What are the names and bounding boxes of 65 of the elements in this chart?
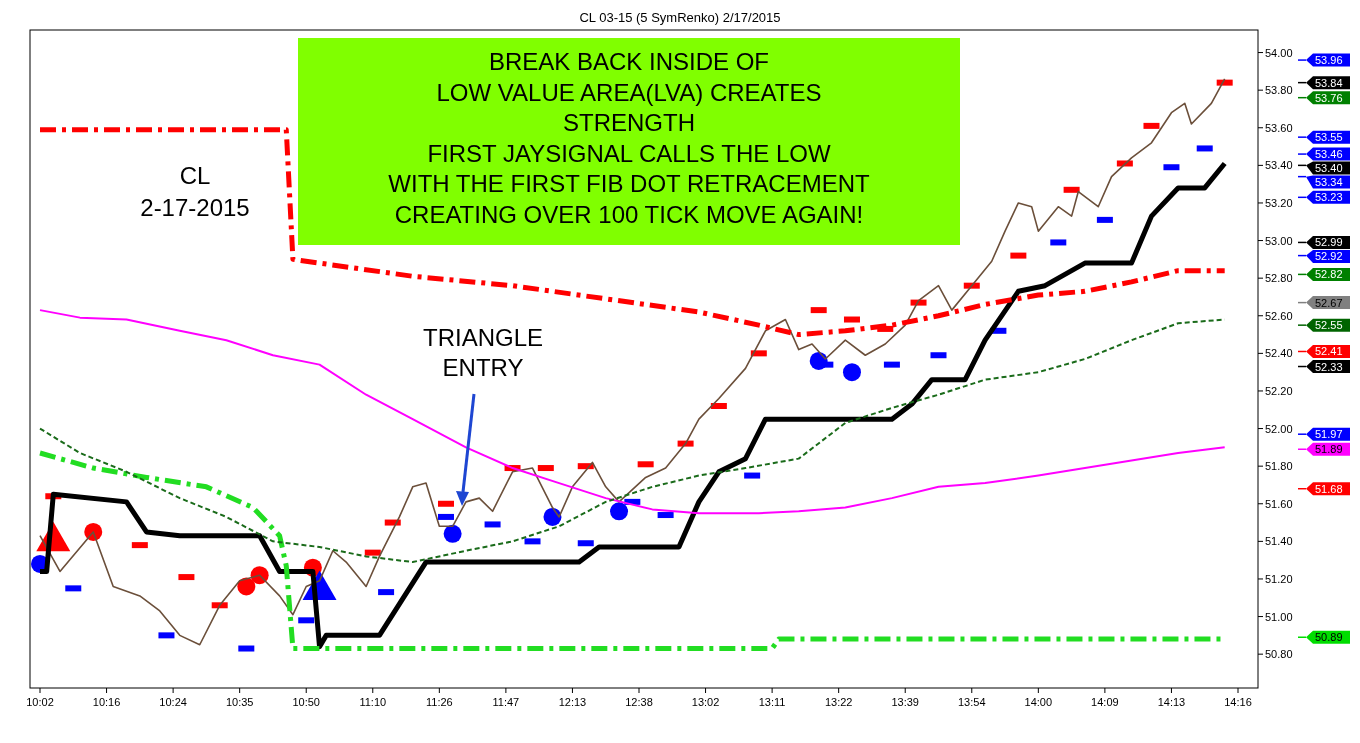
x-tick-label: 13:22 [824, 696, 853, 708]
x-tick-label: 14:13 [1157, 696, 1186, 708]
ref-line-label: 52.41 [1315, 345, 1343, 358]
ref-line-label: 53.34 [1315, 176, 1343, 189]
x-tick-label: 11:26 [425, 696, 453, 708]
x-tick-label: 10:16 [92, 696, 121, 708]
y-tick-label: 53.20 [1265, 196, 1293, 209]
y-tick-label: 51.00 [1265, 610, 1293, 623]
point [610, 502, 629, 521]
y-tick-label: 52.60 [1265, 309, 1293, 322]
y-tick-label: 51.20 [1265, 572, 1293, 585]
ref-line-label: 53.55 [1315, 131, 1343, 144]
x-tick-label: 14:09 [1091, 696, 1119, 708]
annotation: BREAK BACK INSIDE OF LOW VALUE AREA(LVA) CREATES STRENGTH FIRST JAYSIGNAL CALLS THE LOW WITH THE FIRST FIB DOT RETRACEMENT CREATING OVER 100 TICK MOVE AGAIN! [388, 48, 871, 228]
x-tick-label: 11:10 [359, 696, 387, 708]
y-tick-label: 51.40 [1265, 535, 1293, 548]
x-tick-label: 13:11 [758, 696, 786, 708]
y-tick-label: 50.80 [1265, 648, 1293, 661]
y-tick-label: 52.20 [1265, 384, 1293, 397]
x-tick-label: 10:24 [159, 696, 187, 708]
x-tick-label: 13:39 [891, 696, 919, 708]
line-series [39, 309, 1226, 515]
annotation: CL 2-17-2015 [140, 162, 250, 221]
ref-line-label: 52.92 [1315, 250, 1343, 263]
point [443, 524, 462, 543]
y-tick-label: 53.60 [1265, 121, 1293, 134]
ref-line-label: 51.97 [1315, 428, 1343, 441]
x-tick-label: 10:50 [292, 696, 320, 708]
chart-title: CL 03-15 (5 SymRenko) 2/17/2015 [579, 10, 781, 25]
y-tick-label: 53.80 [1265, 84, 1293, 97]
ref-line-label: 53.23 [1315, 191, 1343, 204]
y-tick-label: 53.40 [1265, 159, 1293, 172]
ref-line-label: 53.96 [1315, 54, 1343, 67]
ref-line-label: 52.99 [1315, 236, 1343, 249]
point [237, 577, 256, 596]
x-tick-label: 10:02 [26, 696, 54, 708]
y-tick-label: 51.60 [1265, 497, 1293, 510]
x-tick-label: 12:13 [558, 696, 587, 708]
ref-line-label: 53.76 [1315, 91, 1343, 104]
x-tick-label: 10:35 [225, 696, 254, 708]
ref-line-label: 52.55 [1315, 319, 1343, 332]
annotation: TRIANGLE ENTRY [422, 324, 544, 381]
y-tick-label: 51.80 [1265, 460, 1293, 473]
y-tick-label: 52.80 [1265, 272, 1293, 285]
ref-line-label: 52.67 [1315, 296, 1343, 309]
ref-line-label: 53.46 [1315, 148, 1343, 161]
ref-line-label: 52.82 [1315, 268, 1343, 281]
x-tick-label: 13:54 [958, 696, 986, 708]
x-tick-label: 14:16 [1224, 696, 1252, 708]
ref-line-label: 51.68 [1315, 482, 1343, 495]
x-tick-label: 11:47 [492, 696, 520, 708]
ref-line-label: 53.84 [1315, 76, 1343, 89]
y-tick-label: 53.00 [1265, 234, 1293, 247]
point [809, 351, 828, 370]
y-tick-label: 52.40 [1265, 347, 1293, 360]
point [842, 363, 861, 382]
x-tick-label: 14:00 [1024, 696, 1053, 708]
ref-line-label: 52.33 [1315, 360, 1343, 373]
x-tick-label: 12:38 [625, 696, 653, 708]
ref-line-label: 53.40 [1315, 162, 1343, 175]
x-tick-label: 13:02 [691, 696, 720, 708]
y-tick-label: 54.00 [1265, 46, 1293, 59]
y-tick-label: 52.00 [1265, 422, 1293, 435]
ref-line-label: 51.89 [1315, 443, 1343, 456]
ref-line-label: 50.89 [1315, 631, 1343, 644]
